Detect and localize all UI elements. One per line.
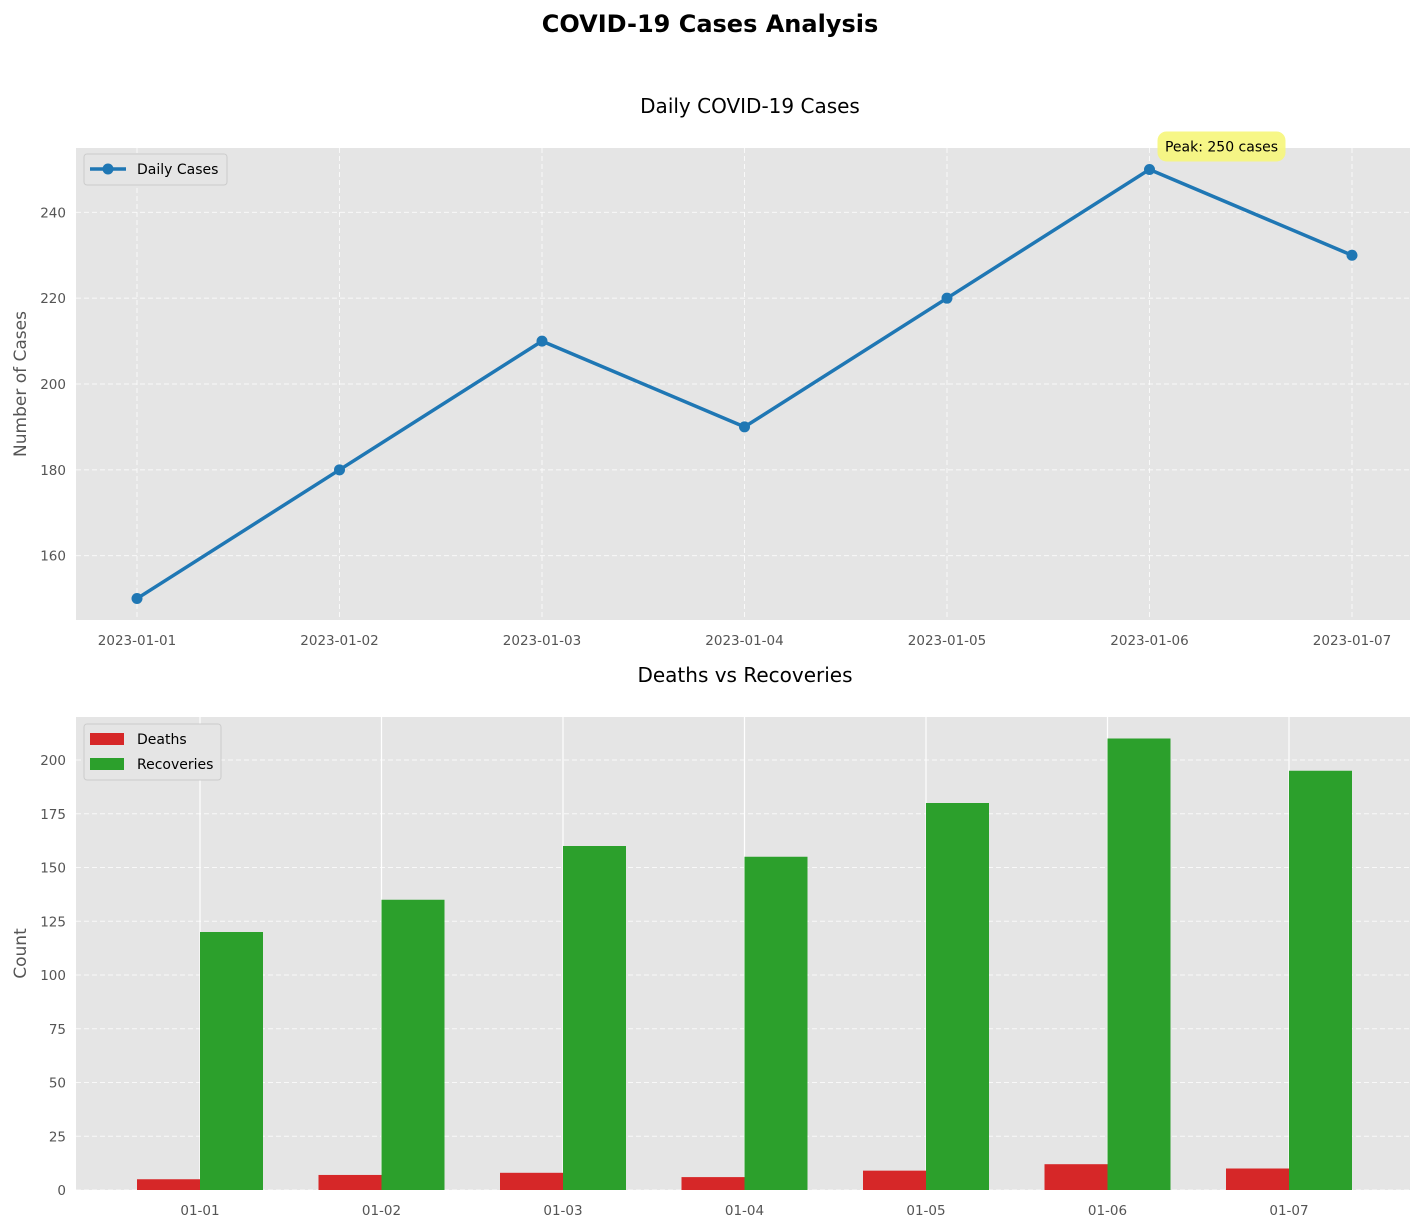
- data-point: [536, 335, 548, 347]
- daily-cases-line-chart: Daily COVID-19 Cases Number of Cases 160 18…: [11, 94, 1410, 649]
- x-tick-label: 01-04: [725, 1203, 764, 1219]
- legend: [83, 153, 228, 186]
- x-tick-label: 2023-01-05: [908, 633, 986, 649]
- deaths-recoveries-bar-chart: Deaths vs Recoveries Count 0 25 50 75 100 125 15…: [11, 663, 1410, 1219]
- y-axis-label: Count: [11, 928, 31, 979]
- deaths-bar: [318, 1174, 382, 1190]
- legend-marker: [102, 163, 114, 175]
- figure-title: COVID-19 Cases Analysis: [542, 10, 879, 38]
- x-tick-label: 2023-01-03: [503, 633, 581, 649]
- chart-title: Daily COVID-19 Cases: [640, 94, 860, 118]
- recoveries-bar: [1107, 738, 1171, 1190]
- y-tick-label: 25: [49, 1129, 66, 1145]
- y-tick-label: 160: [40, 549, 66, 565]
- y-tick-label: 0: [57, 1183, 66, 1199]
- x-tick-label: 2023-01-01: [98, 633, 176, 649]
- y-axis-label: Number of Cases: [11, 311, 31, 457]
- x-tick-label: 2023-01-07: [1313, 633, 1391, 649]
- deaths-bar: [1044, 1164, 1108, 1190]
- deaths-bar: [863, 1170, 926, 1190]
- recoveries-bar: [926, 803, 989, 1190]
- x-tick-label: 2023-01-06: [1110, 633, 1188, 649]
- recoveries-bar: [563, 846, 626, 1190]
- data-point: [739, 421, 750, 433]
- data-point: [131, 593, 143, 605]
- deaths-bar: [500, 1172, 563, 1190]
- y-tick-label: 200: [40, 753, 66, 769]
- legend-label-recoveries: Recoveries: [137, 757, 213, 773]
- y-tick-label: 180: [40, 463, 66, 479]
- data-point: [941, 292, 953, 304]
- y-tick-label: 50: [49, 1076, 66, 1092]
- y-tick-label: 175: [40, 807, 66, 823]
- peak-annotation: Peak: 250 cases: [1165, 139, 1278, 155]
- legend-swatch-deaths: [90, 733, 124, 745]
- annotation-box: [1157, 131, 1286, 162]
- recoveries-bar: [1289, 770, 1352, 1190]
- recoveries-bar: [200, 932, 263, 1190]
- x-tick-label: 01-06: [1088, 1203, 1127, 1219]
- x-tick-label: 01-02: [362, 1203, 401, 1219]
- recoveries-bar: [744, 856, 808, 1190]
- y-tick-label: 240: [40, 205, 66, 221]
- plot-area: [76, 717, 1410, 1190]
- deaths-bar: [1226, 1168, 1289, 1190]
- recoveries-bar: [381, 899, 445, 1190]
- x-tick-label: 01-07: [1269, 1203, 1308, 1219]
- x-tick-label: 2023-01-04: [705, 633, 783, 649]
- data-point: [334, 464, 345, 476]
- legend-swatch-recoveries: [90, 758, 124, 770]
- x-tick-label: 2023-01-02: [300, 633, 378, 649]
- y-tick-label: 125: [40, 914, 66, 930]
- legend-label: Daily Cases: [137, 162, 218, 178]
- y-tick-label: 200: [40, 377, 66, 393]
- y-tick-label: 75: [49, 1022, 66, 1038]
- deaths-bar: [681, 1177, 745, 1190]
- y-tick-label: 220: [40, 291, 66, 307]
- x-tick-label: 01-03: [543, 1203, 582, 1219]
- x-tick-label: 01-01: [180, 1203, 219, 1219]
- chart-title: Deaths vs Recoveries: [637, 663, 852, 687]
- y-tick-label: 150: [40, 861, 66, 877]
- data-point: [1346, 249, 1358, 261]
- x-tick-label: 01-05: [906, 1203, 945, 1219]
- y-tick-label: 100: [40, 968, 66, 984]
- data-point: [1144, 163, 1155, 175]
- deaths-bar: [137, 1179, 200, 1190]
- legend-label-deaths: Deaths: [137, 732, 187, 748]
